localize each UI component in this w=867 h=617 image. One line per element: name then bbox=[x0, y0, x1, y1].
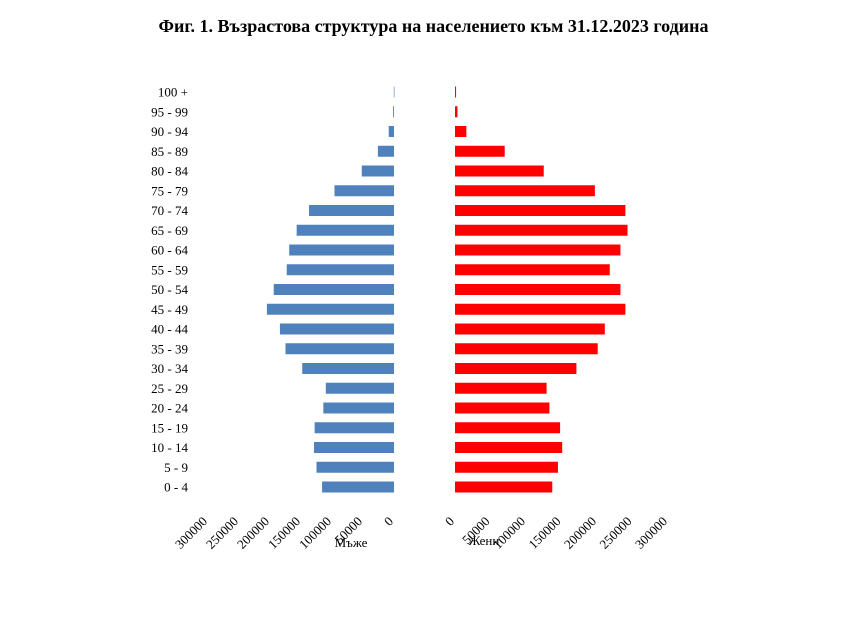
women-bar bbox=[455, 165, 544, 177]
women-bar bbox=[455, 264, 610, 276]
men-axis-tick-label: 200000 bbox=[234, 514, 272, 552]
women-bar bbox=[455, 402, 550, 414]
women-bar bbox=[455, 422, 561, 434]
men-axis-tick-label: 300000 bbox=[172, 514, 210, 552]
women-bar bbox=[455, 185, 595, 197]
women-bar bbox=[455, 323, 605, 335]
women-axis-tick-label: 150000 bbox=[525, 514, 563, 552]
men-bar bbox=[289, 244, 394, 256]
men-bar bbox=[361, 165, 394, 177]
category-label: 85 - 89 bbox=[151, 144, 188, 159]
men-bar bbox=[296, 224, 394, 236]
men-bar bbox=[323, 402, 394, 414]
men-bar bbox=[302, 363, 394, 374]
category-label: 70 - 74 bbox=[151, 203, 188, 218]
women-axis-tick-label: 0 bbox=[442, 514, 457, 529]
men-bar bbox=[285, 343, 394, 355]
category-label: 15 - 19 bbox=[151, 420, 188, 435]
women-bar bbox=[455, 303, 626, 315]
category-label: 35 - 39 bbox=[151, 341, 188, 356]
men-bar bbox=[393, 106, 394, 118]
category-label: 95 - 99 bbox=[151, 104, 188, 119]
men-axis-tick-label: 150000 bbox=[265, 514, 303, 552]
women-bar bbox=[455, 224, 628, 236]
men-axis-tick-label: 250000 bbox=[203, 514, 241, 552]
category-label: 65 - 69 bbox=[151, 223, 188, 238]
women-axis-label: Жени bbox=[469, 533, 500, 548]
chart-title: Фиг. 1. Възрастова структура на населени… bbox=[158, 16, 709, 36]
men-bar bbox=[273, 284, 394, 295]
category-label: 30 - 34 bbox=[151, 361, 188, 376]
men-axis-tick-label: 0 bbox=[381, 514, 396, 529]
men-bar bbox=[322, 481, 394, 493]
men-bar bbox=[393, 86, 395, 98]
category-label: 20 - 24 bbox=[151, 401, 188, 416]
women-bar bbox=[455, 363, 577, 374]
women-bar bbox=[455, 442, 563, 453]
men-axis-tick-label: 100000 bbox=[296, 514, 334, 552]
category-label: 5 - 9 bbox=[164, 460, 188, 475]
men-bar bbox=[286, 264, 394, 276]
category-label: 60 - 64 bbox=[151, 243, 188, 258]
category-label: 0 - 4 bbox=[164, 480, 188, 495]
men-bar bbox=[325, 382, 394, 394]
men-bar bbox=[314, 442, 394, 453]
women-axis-tick-label: 200000 bbox=[561, 514, 599, 552]
category-label: 10 - 14 bbox=[151, 440, 188, 455]
women-bar bbox=[455, 205, 626, 216]
category-label: 40 - 44 bbox=[151, 322, 188, 337]
women-bar bbox=[455, 461, 558, 473]
women-bar bbox=[455, 126, 467, 137]
category-label: 50 - 54 bbox=[151, 282, 188, 297]
men-bar bbox=[334, 185, 394, 197]
men-bar bbox=[316, 461, 394, 473]
women-bar bbox=[455, 244, 621, 256]
category-label: 75 - 79 bbox=[151, 183, 188, 198]
men-bar bbox=[314, 422, 394, 434]
men-bar bbox=[309, 205, 394, 216]
category-label: 100 + bbox=[158, 85, 188, 100]
women-bar bbox=[455, 86, 457, 98]
women-bar bbox=[455, 382, 547, 394]
women-bar bbox=[455, 145, 505, 157]
women-bar bbox=[455, 481, 553, 493]
category-label: 90 - 94 bbox=[151, 124, 188, 139]
category-label: 25 - 29 bbox=[151, 381, 188, 396]
women-axis-tick-label: 300000 bbox=[632, 514, 670, 552]
men-bar bbox=[388, 126, 394, 137]
women-bar bbox=[455, 284, 621, 295]
women-bar bbox=[455, 343, 598, 355]
women-axis-tick-label: 250000 bbox=[596, 514, 634, 552]
men-axis-label: Мъже bbox=[335, 535, 368, 550]
men-bar bbox=[377, 145, 394, 157]
category-label: 80 - 84 bbox=[151, 164, 188, 179]
category-label: 45 - 49 bbox=[151, 302, 188, 317]
men-bar bbox=[266, 303, 394, 315]
category-label: 55 - 59 bbox=[151, 262, 188, 277]
men-bar bbox=[279, 323, 394, 335]
women-bar bbox=[455, 106, 458, 118]
